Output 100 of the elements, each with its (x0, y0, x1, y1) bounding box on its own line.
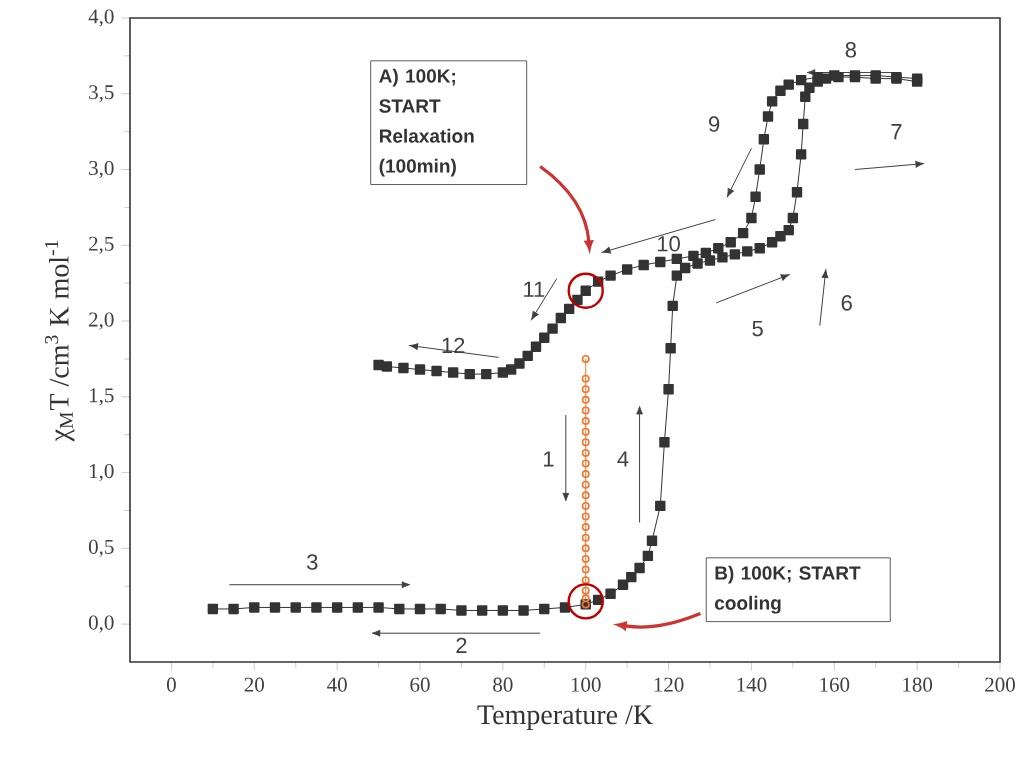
point (787, 212, 799, 224)
annotation: 12 (442, 337, 465, 353)
point (646, 535, 658, 546)
point (414, 603, 426, 615)
point (791, 187, 803, 198)
point (795, 149, 807, 160)
y-tick-label: 4,0 (88, 9, 114, 27)
point (539, 332, 550, 343)
point (530, 341, 542, 352)
annotation: 6 (841, 295, 852, 311)
point (581, 448, 590, 457)
point (581, 374, 590, 383)
y-tick-label: 3,5 (89, 85, 114, 103)
x-tick-label: 120 (654, 677, 684, 692)
y-tick-label: 2,5 (89, 236, 114, 254)
point (783, 224, 794, 236)
point (581, 501, 590, 510)
point (290, 602, 301, 613)
point (671, 270, 683, 281)
point (655, 500, 666, 512)
point (207, 603, 219, 615)
point (626, 571, 637, 583)
x-tick-label: 0 (166, 677, 176, 692)
point (621, 264, 633, 275)
point (795, 74, 807, 86)
point (617, 579, 629, 590)
point (688, 250, 699, 262)
x-tick-label: 140 (737, 677, 767, 692)
point (481, 368, 492, 380)
x-axis-title: Temperature /K (477, 705, 653, 730)
point (497, 367, 509, 378)
point (663, 384, 674, 395)
x-tick-label: 180 (903, 677, 933, 692)
point (497, 605, 509, 616)
point (762, 111, 774, 122)
point (717, 252, 728, 263)
point (581, 523, 590, 532)
point (758, 134, 770, 145)
annotation: 2 (456, 637, 467, 653)
point (311, 602, 322, 613)
point (783, 79, 794, 90)
point (456, 605, 467, 616)
point (804, 82, 815, 93)
annotation: 9 (709, 116, 720, 132)
annotation: 5 (752, 320, 763, 337)
point (713, 243, 724, 254)
point (829, 70, 840, 81)
point (447, 367, 459, 378)
point (638, 259, 649, 271)
point (581, 480, 590, 489)
point (746, 212, 757, 224)
point (775, 230, 786, 242)
point (742, 246, 753, 257)
point (581, 417, 590, 426)
x-tick-label: 20 (244, 677, 264, 692)
point (581, 395, 590, 404)
x-tick-label: 200 (985, 677, 1015, 692)
point (581, 576, 590, 585)
point (655, 256, 666, 268)
point (725, 237, 736, 248)
annotation: 4 (617, 451, 629, 467)
point (581, 427, 590, 436)
point (581, 406, 590, 415)
point (547, 323, 558, 334)
point (514, 358, 525, 369)
annotation: 1 (543, 451, 554, 467)
point (581, 438, 590, 447)
annotation: 11 (524, 281, 545, 297)
point (518, 605, 529, 616)
y-tick-label: 1,5 (90, 388, 114, 406)
point (398, 362, 409, 374)
point (581, 594, 590, 603)
point (476, 605, 488, 616)
point (464, 368, 475, 380)
point (729, 249, 741, 260)
point (667, 300, 678, 312)
point (522, 350, 533, 362)
annotation: B) 100K; START cooling (715, 565, 861, 614)
point (679, 262, 691, 274)
point (539, 603, 550, 615)
x-tick-label: 60 (410, 677, 430, 692)
x-tick-label: 80 (493, 677, 513, 692)
y-tick-label: 1,0 (90, 463, 114, 482)
y-axis-title: χ$_{M}$T /cm$^{3}$ K mol$^{-1}$ (45, 240, 75, 442)
y-tick-label: 3,0 (89, 160, 114, 179)
point (659, 437, 670, 448)
point (750, 191, 761, 202)
point (581, 533, 590, 542)
point (563, 303, 575, 315)
x-tick-label: 100 (571, 677, 601, 692)
point (394, 603, 405, 615)
point (581, 565, 590, 574)
point (414, 364, 426, 375)
point (671, 253, 683, 265)
point (581, 512, 590, 521)
point (228, 603, 239, 615)
point (812, 71, 823, 83)
point (559, 602, 571, 613)
point (331, 602, 343, 613)
point (269, 602, 281, 613)
